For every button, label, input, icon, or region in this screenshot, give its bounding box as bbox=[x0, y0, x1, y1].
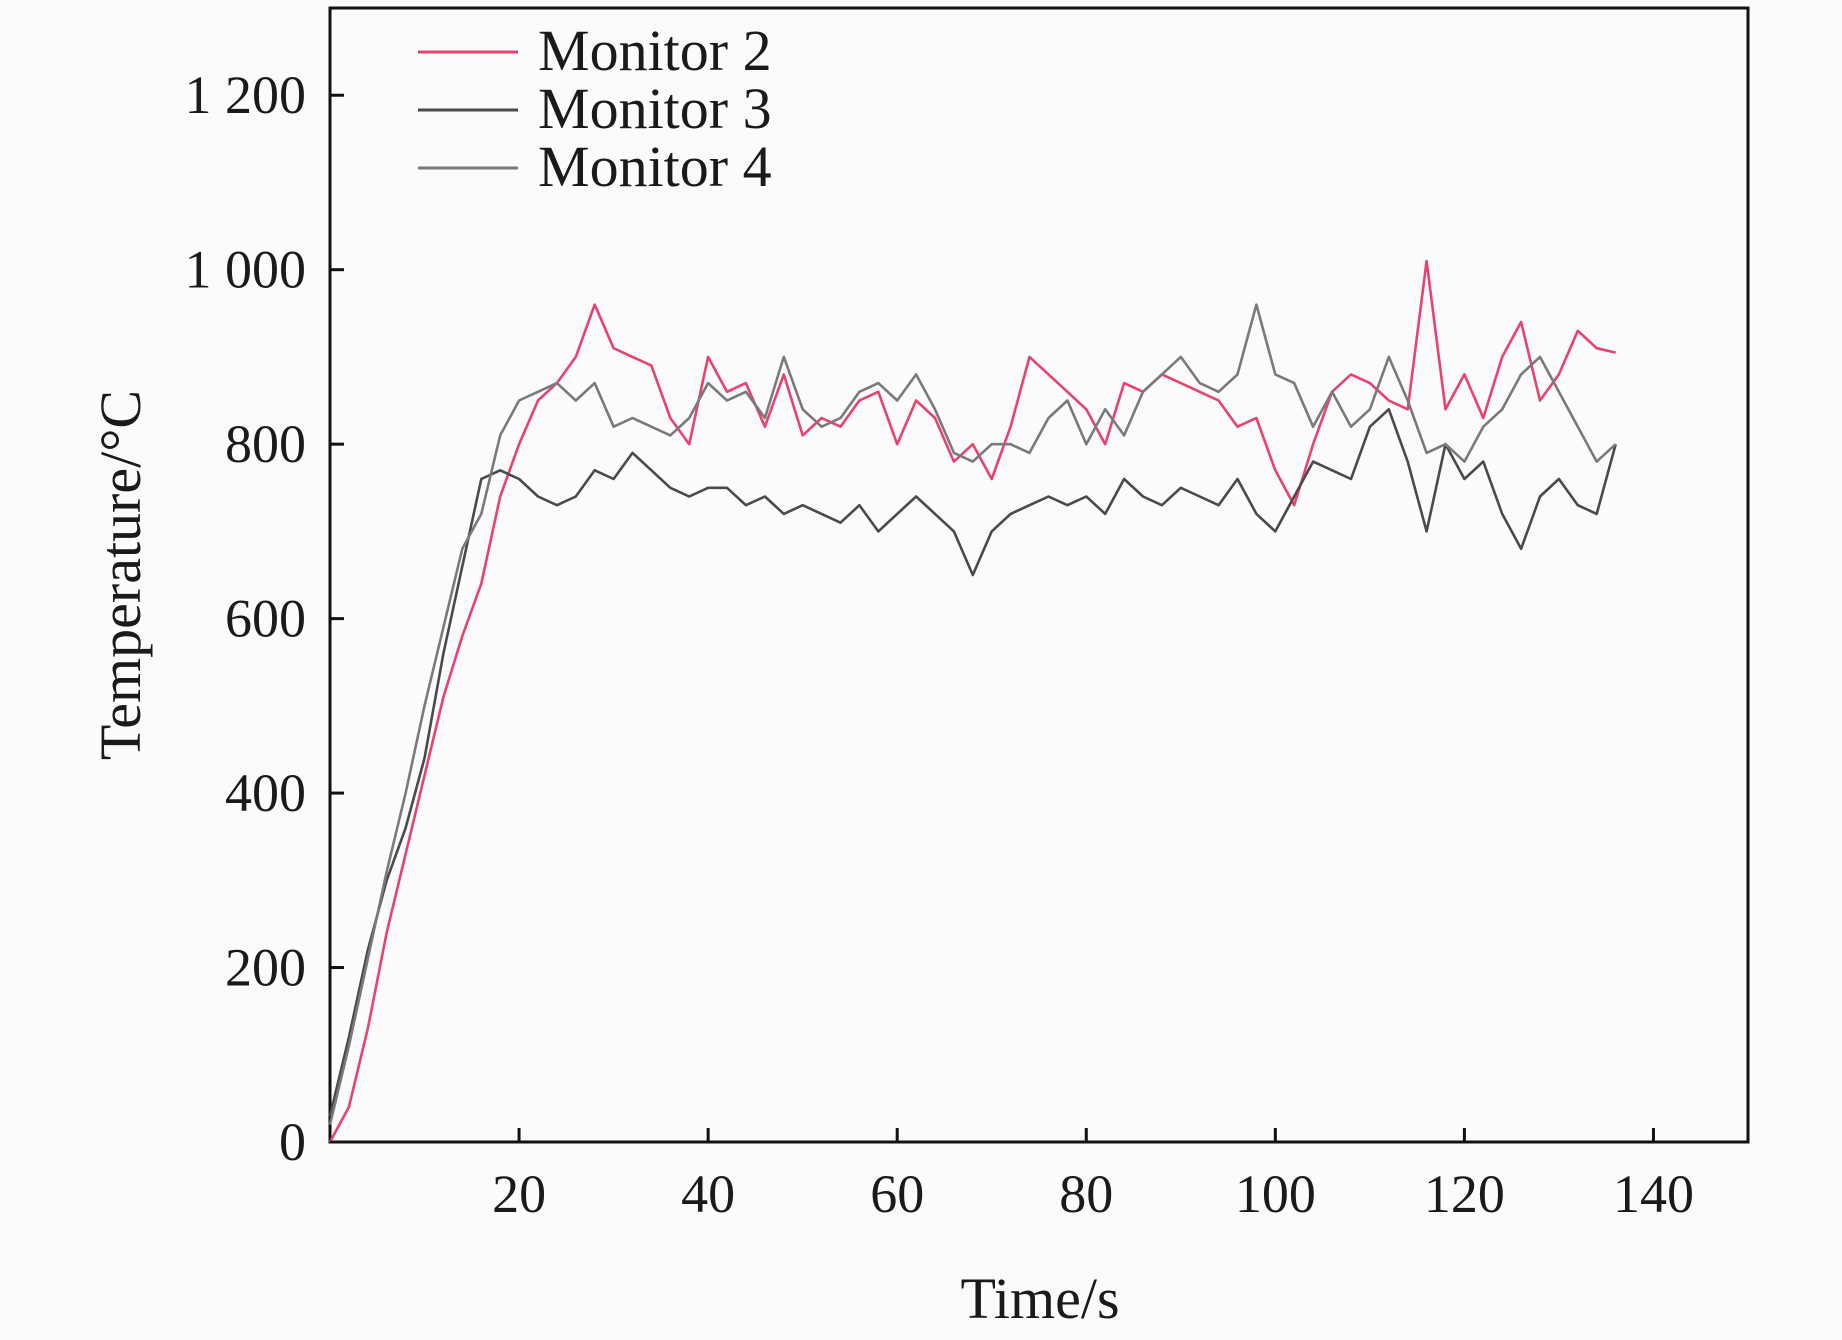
x-tick-label: 80 bbox=[1059, 1164, 1113, 1224]
x-tick-label: 40 bbox=[681, 1164, 735, 1224]
x-tick-label: 100 bbox=[1235, 1164, 1316, 1224]
series-line-monitor-2 bbox=[328, 259, 1616, 1143]
series-line-monitor-3 bbox=[328, 407, 1617, 1117]
y-tick-label: 200 bbox=[225, 938, 306, 998]
series-layer bbox=[328, 259, 1617, 1143]
y-axis-title: Temperature/°C bbox=[88, 390, 153, 760]
legend-label: Monitor 3 bbox=[538, 76, 772, 141]
x-axis-title: Time/s bbox=[960, 1266, 1119, 1331]
y-tick-label: 1 200 bbox=[185, 65, 307, 125]
legend-label: Monitor 2 bbox=[538, 18, 772, 83]
y-tick-label: 1 000 bbox=[185, 240, 307, 300]
x-tick-label: 20 bbox=[492, 1164, 546, 1224]
y-tick-label: 0 bbox=[279, 1112, 306, 1172]
y-tick-label: 400 bbox=[225, 763, 306, 823]
x-tick-label: 120 bbox=[1424, 1164, 1505, 1224]
x-tick-label: 60 bbox=[870, 1164, 924, 1224]
y-tick-label: 600 bbox=[225, 589, 306, 649]
x-axis-ticks: 20 40 60 80 100 120 140 bbox=[492, 1128, 1694, 1224]
series-line-monitor-4 bbox=[328, 303, 1617, 1125]
y-tick-label: 800 bbox=[225, 414, 306, 474]
plot-frame bbox=[328, 6, 1750, 1144]
y-axis-ticks: 0 200 400 600 800 1 000 1 200 bbox=[185, 65, 344, 1172]
legend-label: Monitor 4 bbox=[538, 134, 772, 199]
x-tick-label: 140 bbox=[1613, 1164, 1694, 1224]
